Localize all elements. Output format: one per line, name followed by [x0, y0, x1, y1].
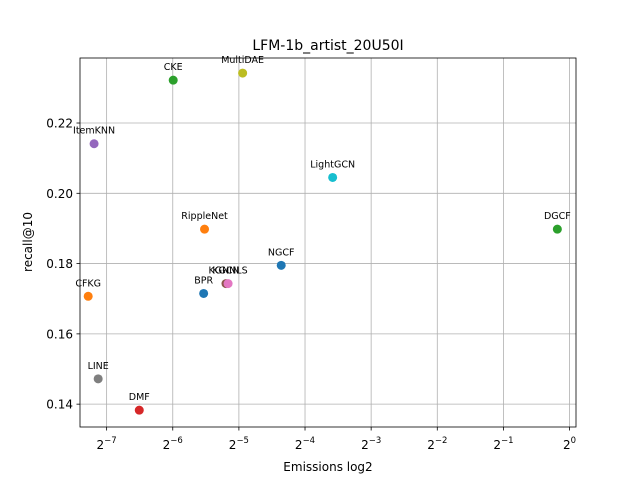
x-tick-label: 2−7 — [97, 436, 117, 452]
data-point-label: MultiDAE — [221, 55, 264, 66]
data-point — [200, 224, 210, 234]
x-tick-base: 2 — [295, 438, 303, 452]
x-tick-label: 2−5 — [229, 436, 249, 452]
x-tick-exponent: 0 — [571, 436, 576, 446]
plot-frame — [79, 57, 577, 428]
chart-title: LFM-1b_artist_20U50I — [252, 38, 403, 54]
data-point — [93, 374, 103, 384]
x-tick-base: 2 — [97, 438, 105, 452]
data-point — [134, 405, 144, 415]
data-point-label: KGCN — [212, 266, 239, 277]
data-point — [223, 279, 233, 289]
x-tick-exponent: −6 — [170, 436, 183, 446]
y-tick-label: 0.18 — [46, 257, 73, 271]
x-tick-label: 2−3 — [361, 436, 381, 452]
data-point-label: DMF — [129, 392, 150, 403]
x-axis-label: Emissions log2 — [283, 460, 372, 474]
y-axis-label: recall@10 — [21, 212, 35, 272]
data-point — [238, 68, 248, 78]
x-tick-base: 2 — [427, 438, 435, 452]
x-tick-exponent: −2 — [435, 436, 448, 446]
x-tick-base: 2 — [163, 438, 171, 452]
data-point — [83, 291, 93, 301]
data-point-label: LightGCN — [310, 159, 355, 170]
data-point — [89, 139, 99, 149]
y-tick-label: 0.22 — [46, 117, 73, 131]
y-tick-label: 0.20 — [46, 187, 73, 201]
x-tick-base: 2 — [563, 438, 571, 452]
x-tick-base: 2 — [229, 438, 237, 452]
data-point-label: KGNNLS — [208, 266, 247, 277]
x-tick-label: 20 — [563, 436, 576, 452]
data-point — [276, 260, 286, 270]
x-axis-ticks: 2−7 2−6 2−5 2−4 2−3 2−2 2−1 20 — [97, 427, 576, 452]
x-tick-exponent: −1 — [501, 436, 514, 446]
data-point-label: ItemKNN — [73, 126, 115, 137]
data-point — [552, 224, 562, 234]
x-tick-exponent: −7 — [104, 436, 117, 446]
data-point-label: RippleNet — [181, 211, 228, 222]
x-tick-label: 2−1 — [493, 436, 513, 452]
x-tick-base: 2 — [361, 438, 369, 452]
x-tick-exponent: −5 — [236, 436, 249, 446]
y-tick-label: 0.14 — [46, 398, 73, 412]
data-point-label: CFKG — [75, 278, 101, 289]
x-tick-exponent: −4 — [303, 436, 316, 446]
x-tick-exponent: −3 — [369, 436, 382, 446]
y-axis-ticks: 0.14 0.16 0.18 0.20 0.22 — [46, 117, 80, 412]
x-tick-label: 2−2 — [427, 436, 447, 452]
data-points: CKE MultiDAE ItemKNN LightGCN DGCF RippleNet N… — [73, 55, 571, 415]
y-tick-label: 0.16 — [46, 327, 73, 341]
data-point-label: BPR — [194, 275, 213, 286]
data-point — [168, 75, 178, 85]
x-tick-base: 2 — [493, 438, 501, 452]
data-point-label: CKE — [164, 62, 183, 73]
data-point-label: DGCF — [544, 211, 571, 222]
data-point — [328, 172, 338, 182]
data-point-label: NGCF — [268, 247, 295, 258]
x-tick-label: 2−4 — [295, 436, 315, 452]
data-point — [199, 288, 209, 298]
data-point-label: LINE — [88, 361, 109, 372]
x-tick-label: 2−6 — [163, 436, 183, 452]
grid-lines — [80, 58, 576, 427]
